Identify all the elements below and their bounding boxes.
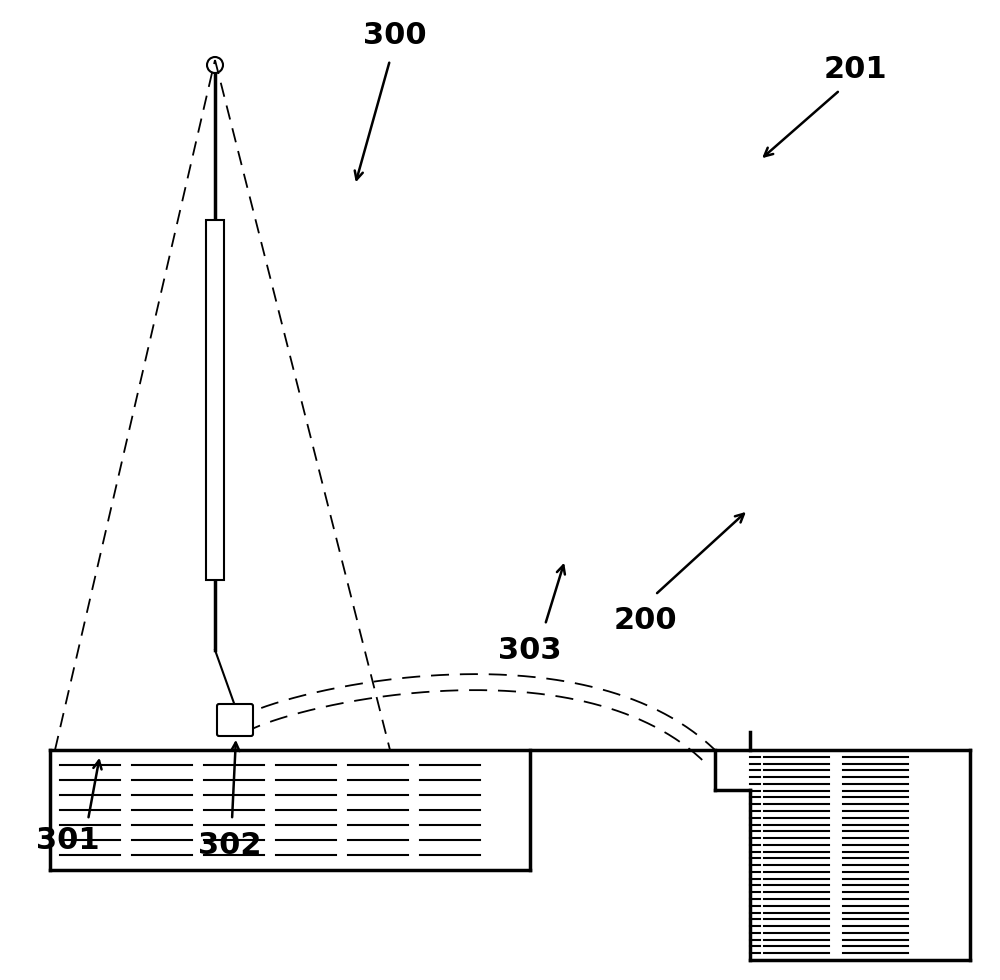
FancyBboxPatch shape: [217, 704, 253, 736]
Text: 201: 201: [823, 56, 887, 84]
Text: 200: 200: [613, 606, 677, 634]
Text: 300: 300: [363, 21, 427, 50]
Text: 301: 301: [36, 825, 100, 855]
Text: 302: 302: [198, 830, 262, 859]
Text: 303: 303: [498, 635, 562, 664]
Bar: [206, 220, 224, 580]
